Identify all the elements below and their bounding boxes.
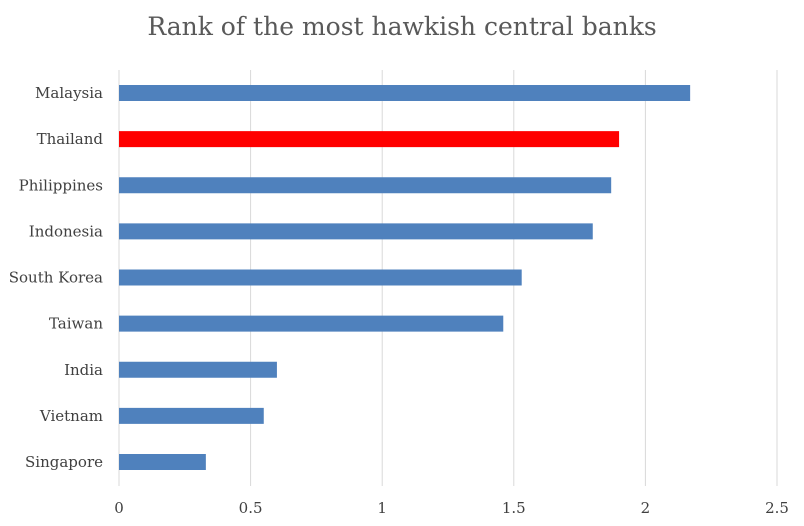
category-label: Malaysia: [35, 84, 103, 102]
bar-malaysia: [119, 85, 691, 101]
category-label: Singapore: [25, 453, 103, 471]
bar-south-korea: [119, 269, 522, 286]
x-tick-label: 2: [641, 499, 651, 517]
bar-thailand: [119, 131, 620, 148]
category-label: India: [64, 361, 103, 379]
category-label: South Korea: [9, 269, 103, 287]
x-tick-label: 0: [114, 499, 124, 517]
category-label: Thailand: [37, 130, 104, 148]
x-tick-label: 2.5: [765, 499, 789, 517]
x-tick-label: 1: [377, 499, 387, 517]
category-label: Vietnam: [39, 407, 103, 425]
category-label: Philippines: [19, 176, 103, 194]
x-tick-labels: 0 0.5 1 1.5 2 2.5: [114, 499, 789, 517]
bar-philippines: [119, 177, 612, 194]
chart-title: Rank of the most hawkish central banks: [147, 12, 657, 41]
category-label: Indonesia: [29, 222, 103, 240]
bars: [119, 85, 691, 470]
x-tick-label: 0.5: [239, 499, 263, 517]
category-label: Taiwan: [49, 315, 103, 333]
category-labels: Malaysia Thailand Philippines Indonesia Sout…: [9, 84, 104, 471]
bar-indonesia: [119, 223, 593, 240]
x-tick-label: 1.5: [502, 499, 526, 517]
bar-india: [119, 361, 277, 378]
bar-vietnam: [119, 407, 264, 424]
bar-taiwan: [119, 315, 504, 332]
bar-singapore: [119, 454, 206, 470]
